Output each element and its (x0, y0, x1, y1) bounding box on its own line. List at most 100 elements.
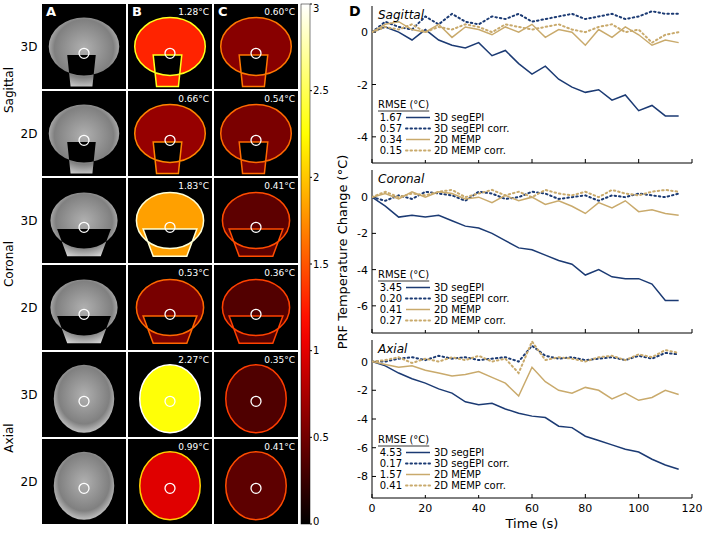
colorbar-tick-label: 2 (313, 172, 319, 183)
colorbar-tick (310, 524, 312, 525)
image-background (214, 91, 298, 176)
x-tick (372, 159, 373, 163)
roi-circle (251, 396, 261, 406)
value-label: 1.83°C (178, 181, 209, 191)
legend-rmse: 0.41 (380, 304, 402, 315)
std-map (226, 452, 286, 520)
figure: Sagittal3D1.28°C0.60°C2D0.66°C0.54°CCoro… (0, 0, 709, 537)
anatomical-image (50, 192, 117, 256)
series-line (372, 346, 679, 362)
legend-swatch (406, 320, 430, 322)
plot-area (372, 6, 692, 163)
std-map (136, 279, 203, 343)
x-tick (585, 159, 586, 163)
x-tick-label: 0 (369, 502, 376, 515)
chart-title: Axial (377, 342, 408, 356)
anatomical-image (49, 18, 120, 87)
y-tick-label: -6 (357, 442, 368, 455)
std-map (135, 18, 206, 87)
y-tick-label: -2 (357, 227, 368, 240)
value-label: 0.35°C (264, 355, 295, 365)
value-label: 0.66°C (178, 94, 209, 104)
anatomical-image (50, 279, 117, 343)
y-tick-label: -6 (357, 300, 368, 313)
y-axis-title: PRF Temperature Change (°C) (335, 155, 350, 350)
row-label: 3D (21, 40, 38, 54)
legend-background (376, 268, 528, 330)
roi-circle (165, 48, 175, 58)
y-tick-label: -2 (357, 79, 368, 92)
colorbar (301, 4, 310, 524)
anatomical-image (54, 452, 114, 520)
legend-swatch (406, 298, 430, 300)
colorbar-tick (310, 437, 312, 438)
y-tick-label: -8 (357, 470, 368, 483)
x-tick (585, 494, 586, 498)
panel-letter: B (132, 4, 142, 19)
y-tick (372, 419, 376, 420)
colorbar-tick (310, 350, 312, 351)
legend-rmse: 3.45 (380, 282, 402, 293)
std-map (140, 452, 200, 520)
row-label: 3D (21, 214, 38, 228)
chart-title: Sagittal (378, 8, 425, 22)
legend-swatch (406, 287, 430, 289)
legend-rmse: 1.67 (380, 112, 402, 123)
value-label: 0.41°C (264, 181, 295, 191)
legend-label: 3D segEPI (434, 282, 484, 293)
anatomical-image (54, 365, 114, 433)
legend-label: 2D MEMP corr. (434, 315, 506, 326)
x-tick (532, 329, 533, 333)
x-tick-label: 40 (472, 502, 486, 515)
legend-rmse: 0.57 (380, 123, 402, 134)
colorbar-tick-label: 3 (313, 3, 319, 14)
x-tick-label: 60 (525, 502, 539, 515)
roi-circle (251, 483, 261, 493)
legend-rmse: 0.17 (380, 458, 402, 469)
x-tick-label: 80 (578, 502, 592, 515)
roi-circle (79, 222, 89, 232)
legend-rmse: 0.20 (380, 293, 402, 304)
image-background (214, 4, 298, 89)
std-map (222, 192, 289, 256)
colorbar-tick-label: 0 (313, 516, 319, 527)
y-tick (372, 447, 376, 448)
legend-label: 3D segEPI corr. (434, 123, 509, 134)
value-label: 0.54°C (264, 94, 295, 104)
legend-rmse: 0.27 (380, 315, 402, 326)
std-map (135, 105, 206, 174)
panel-letter: C (218, 4, 228, 19)
x-tick (638, 159, 639, 163)
x-tick-label: 120 (682, 502, 703, 515)
legend-label: 2D MEMP corr. (434, 480, 506, 491)
image-background (42, 91, 126, 176)
image-background (42, 352, 126, 437)
legend-title: RMSE (°C) (378, 434, 429, 445)
image-background (128, 439, 212, 524)
legend-label: 2D MEMP (434, 304, 481, 315)
y-tick-label: -4 (357, 413, 368, 426)
chart-title: Coronal (378, 172, 425, 186)
view-label: Sagittal (2, 67, 16, 113)
std-map (221, 18, 292, 87)
value-label: 0.99°C (178, 442, 209, 452)
legend-swatch (406, 309, 430, 311)
series-line (372, 341, 679, 373)
colorbar-tick (310, 264, 312, 265)
legend-title: RMSE (°C) (378, 269, 429, 280)
legend-rmse: 0.15 (380, 145, 402, 156)
std-map (222, 279, 289, 343)
roi-circle (251, 222, 261, 232)
value-label: 1.28°C (178, 7, 209, 17)
legend-swatch (406, 452, 430, 454)
legend-rmse: 0.34 (380, 134, 402, 145)
legend-swatch (406, 117, 430, 119)
y-tick (372, 84, 376, 85)
x-tick (638, 329, 639, 333)
x-tick-label: 100 (628, 502, 649, 515)
image-background (128, 91, 212, 176)
image-background (128, 352, 212, 437)
roi-circle (79, 135, 89, 145)
legend-rmse: 1.57 (380, 469, 402, 480)
view-label: Axial (2, 423, 16, 452)
